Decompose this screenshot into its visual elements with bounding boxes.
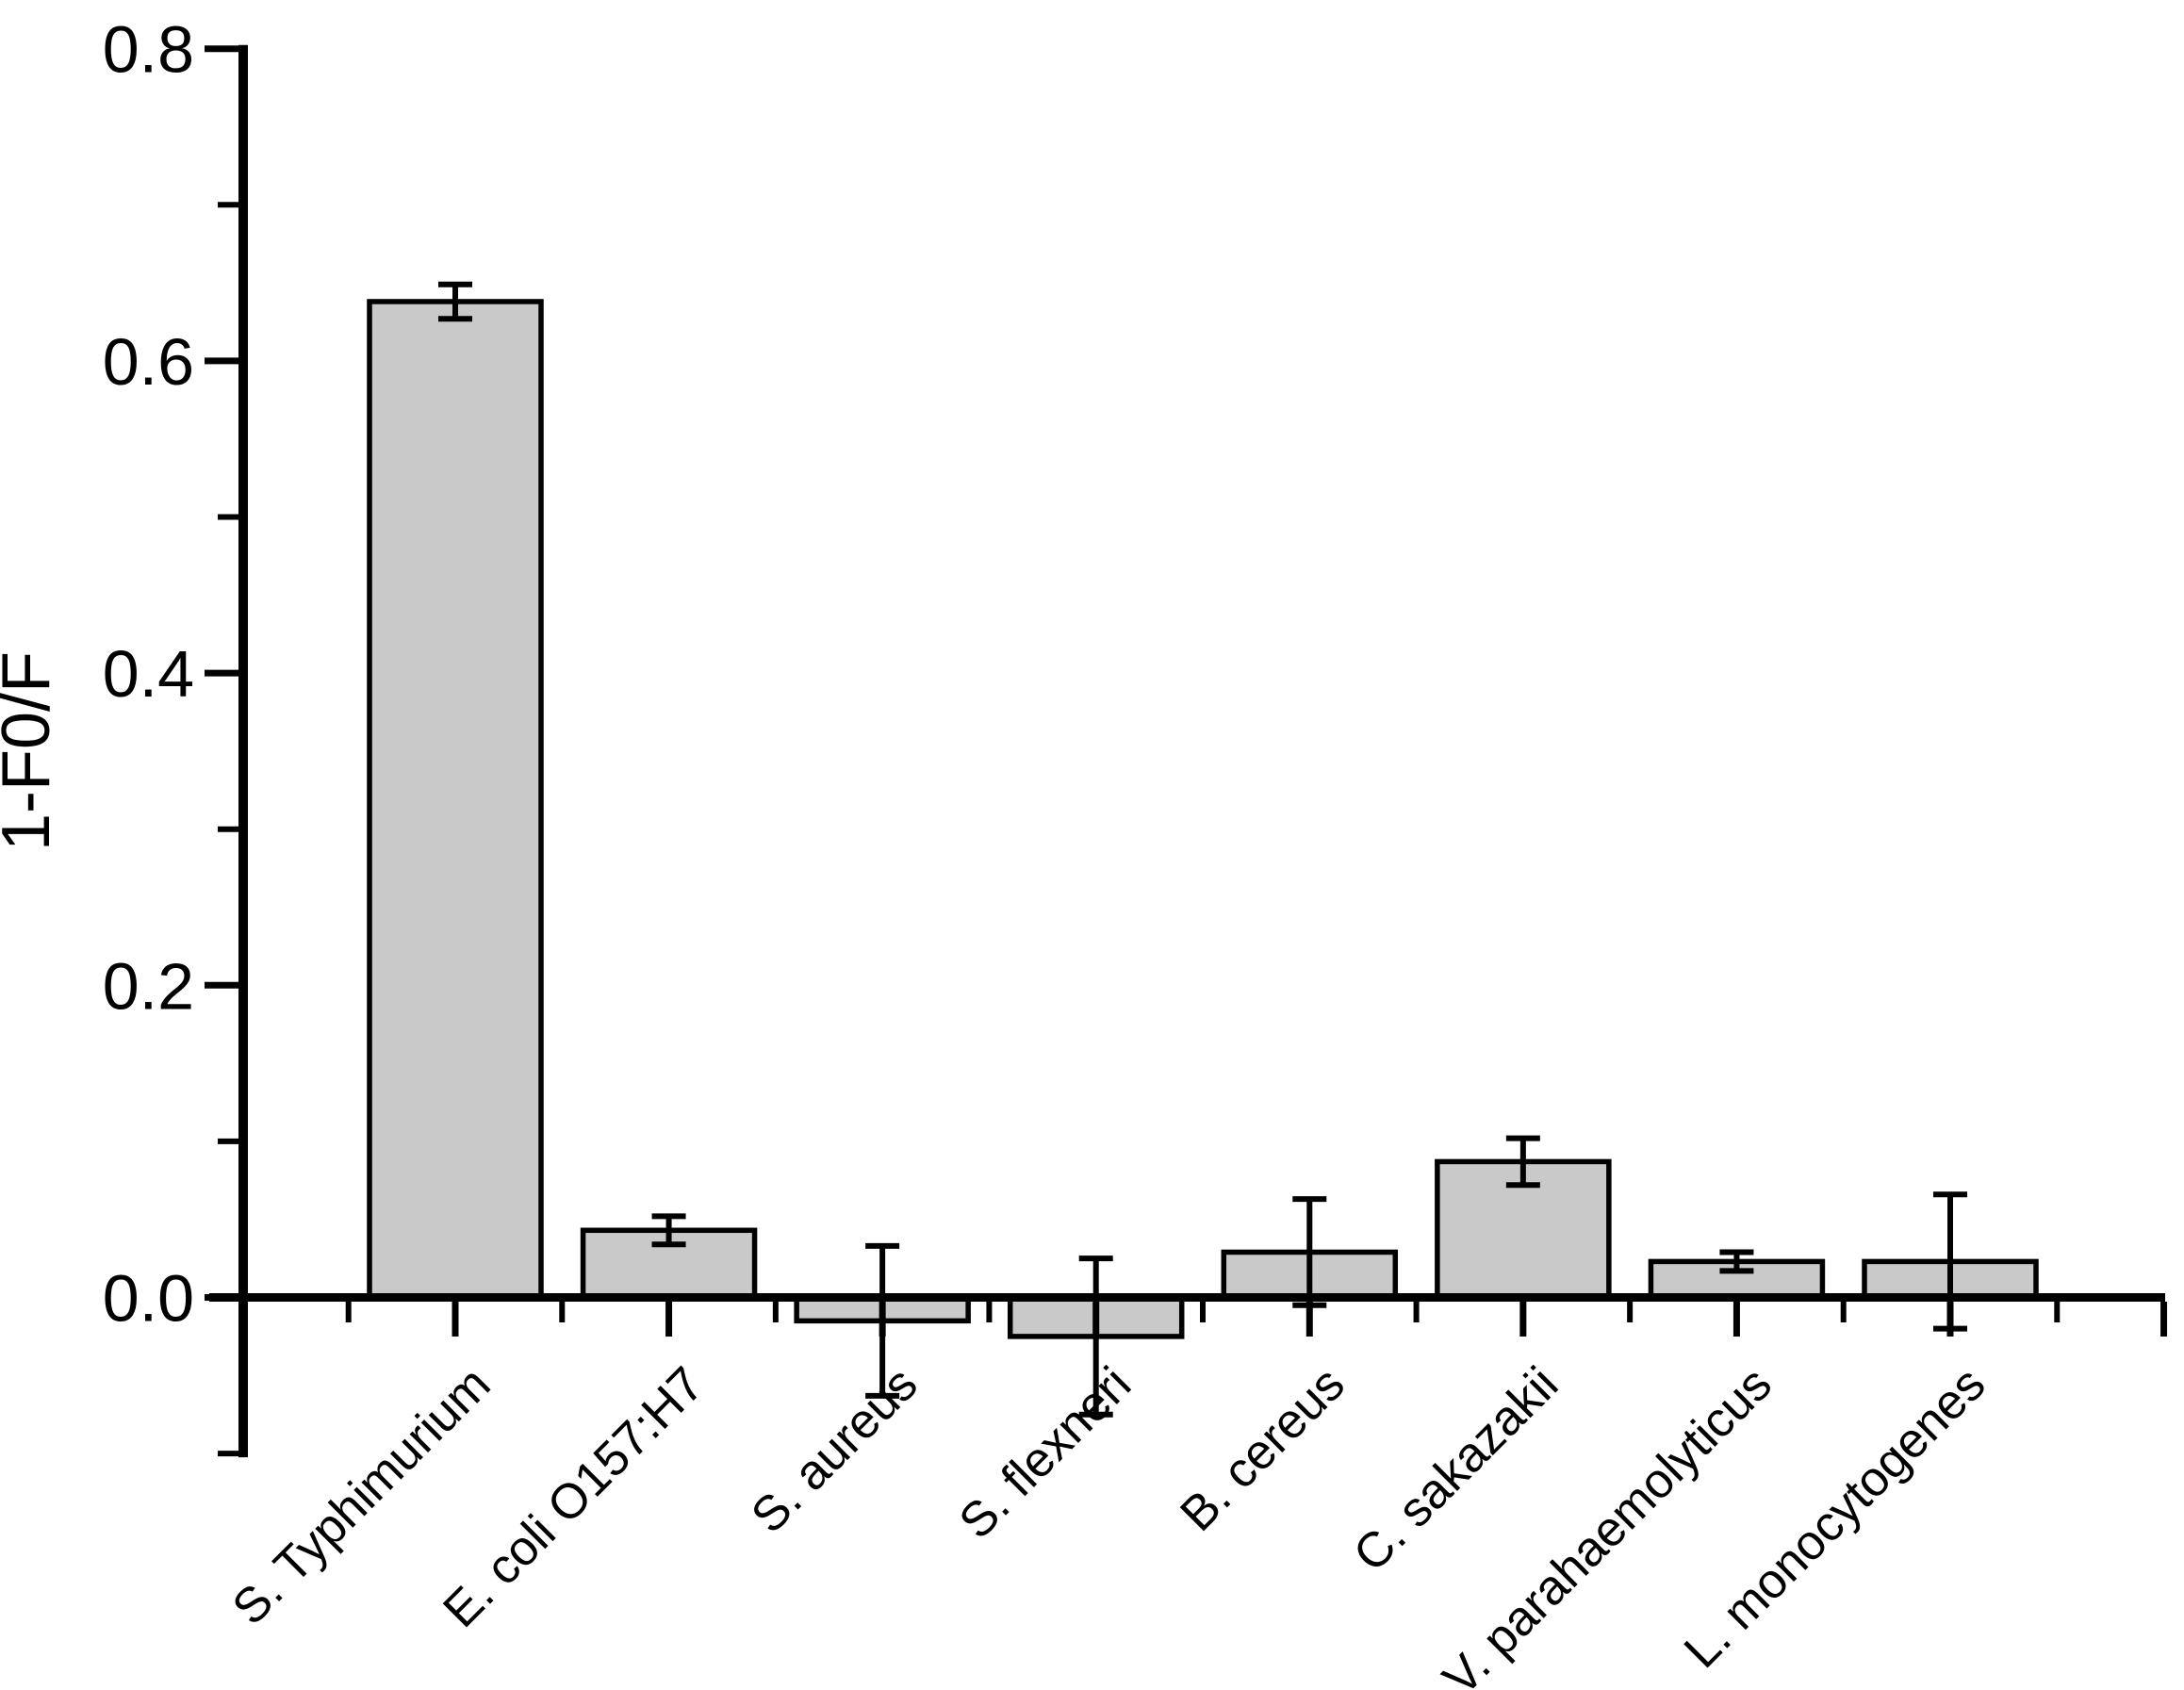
y-tick-label: 0.6: [103, 325, 194, 399]
y-tick-label: 0.0: [103, 1262, 194, 1336]
y-axis-title: 1-F0/F: [0, 651, 64, 851]
bar: [367, 299, 544, 1301]
y-tick-label: 0.8: [103, 13, 194, 87]
y-tick-label: 0.2: [103, 949, 194, 1023]
y-tick-label: 0.4: [103, 637, 194, 711]
